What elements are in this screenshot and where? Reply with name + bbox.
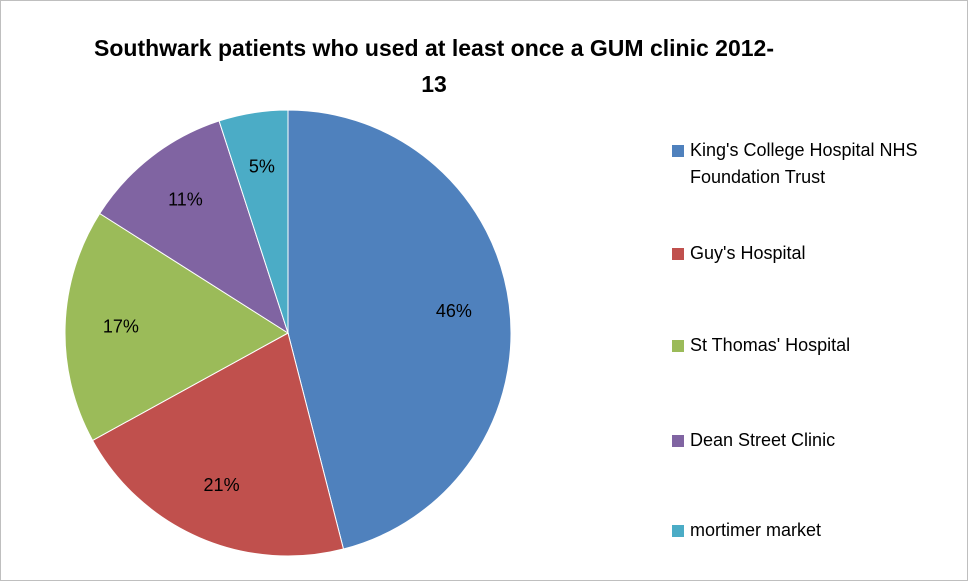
legend-label: mortimer market: [690, 520, 822, 540]
data-label: 21%: [204, 475, 240, 495]
pie-slice: [91, 332, 345, 557]
legend-item: Dean Street Clinic: [672, 427, 942, 454]
legend-swatch: [672, 525, 684, 537]
pie-slice: [218, 109, 289, 334]
legend-item: Guy's Hospital: [672, 240, 942, 267]
data-label: 17%: [103, 316, 139, 336]
legend-swatch: [672, 145, 684, 157]
pie-slice: [99, 120, 289, 335]
pie-slice: [64, 212, 289, 442]
data-label: 11%: [168, 190, 203, 210]
legend-item: King's College Hospital NHS Foundation T…: [672, 137, 942, 191]
legend-label: St Thomas' Hospital: [690, 335, 851, 355]
legend-label: King's College Hospital NHS Foundation T…: [690, 140, 918, 187]
legend-label: Guy's Hospital: [690, 243, 806, 263]
legend-swatch: [672, 248, 684, 260]
data-label: 46%: [436, 301, 472, 321]
legend-label: Dean Street Clinic: [690, 430, 836, 450]
chart-title: Southwark patients who used at least onc…: [94, 35, 774, 97]
legend-item: St Thomas' Hospital: [672, 332, 942, 359]
legend-item: mortimer market: [672, 517, 942, 544]
pie-slice: [287, 109, 512, 550]
data-label: 5%: [249, 157, 275, 177]
legend-swatch: [672, 340, 684, 352]
legend-swatch: [672, 435, 684, 447]
